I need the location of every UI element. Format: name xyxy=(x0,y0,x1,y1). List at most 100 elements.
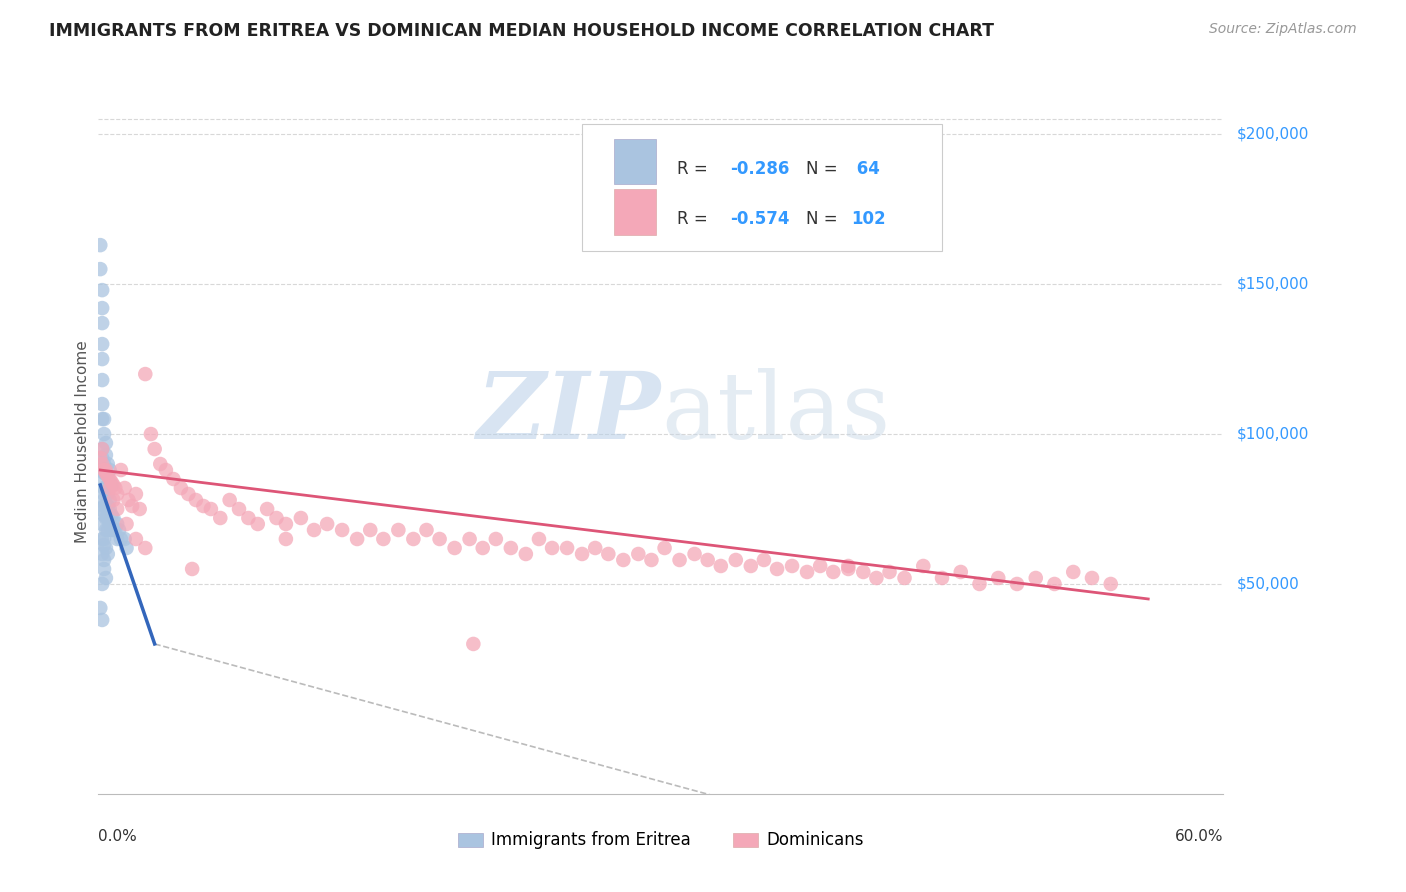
Point xyxy=(89,601,111,615)
Point xyxy=(91,301,114,315)
Point xyxy=(100,508,122,522)
Point xyxy=(402,532,425,546)
Text: IMMIGRANTS FROM ERITREA VS DOMINICAN MEDIAN HOUSEHOLD INCOME CORRELATION CHART: IMMIGRANTS FROM ERITREA VS DOMINICAN MED… xyxy=(49,22,994,40)
Point xyxy=(373,532,395,546)
Point xyxy=(89,262,111,277)
Point xyxy=(110,463,132,477)
Text: N =: N = xyxy=(806,211,842,228)
Text: 60.0%: 60.0% xyxy=(1175,830,1223,844)
Point xyxy=(91,316,114,330)
Point xyxy=(103,478,125,492)
Point xyxy=(97,523,120,537)
Point xyxy=(238,511,260,525)
Text: atlas: atlas xyxy=(661,368,890,458)
Point xyxy=(949,565,972,579)
Point xyxy=(93,466,115,480)
Point xyxy=(91,283,114,297)
Point xyxy=(100,523,122,537)
Point xyxy=(865,571,887,585)
Point xyxy=(654,541,676,555)
Point xyxy=(228,502,250,516)
Point xyxy=(1081,571,1104,585)
Point xyxy=(463,637,485,651)
Point xyxy=(541,541,564,555)
Point xyxy=(91,373,114,387)
Point xyxy=(121,499,143,513)
Text: $50,000: $50,000 xyxy=(1237,576,1301,591)
Point xyxy=(696,553,718,567)
Point xyxy=(93,499,115,513)
Point xyxy=(879,565,901,579)
Point xyxy=(94,499,117,513)
Point xyxy=(114,532,136,546)
Point xyxy=(91,450,114,465)
Point xyxy=(274,532,297,546)
Point xyxy=(91,352,114,367)
Point xyxy=(94,481,117,495)
Point xyxy=(94,466,117,480)
Point xyxy=(105,502,128,516)
Text: $200,000: $200,000 xyxy=(1237,127,1309,142)
Point xyxy=(181,562,204,576)
Text: Source: ZipAtlas.com: Source: ZipAtlas.com xyxy=(1209,22,1357,37)
Y-axis label: Median Household Income: Median Household Income xyxy=(75,340,90,543)
Point xyxy=(134,367,156,381)
Point xyxy=(1005,577,1028,591)
Point xyxy=(91,613,114,627)
Point xyxy=(100,475,122,489)
Point xyxy=(91,577,114,591)
Point xyxy=(93,487,115,501)
Text: N =: N = xyxy=(806,160,842,178)
Point xyxy=(97,499,120,513)
Point xyxy=(91,442,114,456)
Point xyxy=(104,523,127,537)
Point xyxy=(571,547,593,561)
Point xyxy=(115,541,138,555)
Text: -0.286: -0.286 xyxy=(731,160,790,178)
Point xyxy=(256,502,278,516)
Point xyxy=(103,523,125,537)
Point xyxy=(515,547,537,561)
Point xyxy=(94,463,117,477)
Point xyxy=(108,523,131,537)
Point xyxy=(115,516,138,531)
Point xyxy=(170,481,193,495)
Point xyxy=(485,532,508,546)
Point xyxy=(796,565,818,579)
Point xyxy=(912,559,935,574)
Point xyxy=(98,502,121,516)
Point xyxy=(162,472,184,486)
Point xyxy=(627,547,650,561)
Point xyxy=(98,481,121,495)
Point xyxy=(94,571,117,585)
Point xyxy=(683,547,706,561)
Point xyxy=(91,337,114,351)
Text: ZIP: ZIP xyxy=(477,368,661,458)
Text: -0.574: -0.574 xyxy=(731,211,790,228)
Point xyxy=(89,502,111,516)
Point xyxy=(98,472,121,486)
Text: 64: 64 xyxy=(851,160,880,178)
Point xyxy=(94,511,117,525)
Point xyxy=(117,493,139,508)
Point xyxy=(387,523,409,537)
Point xyxy=(94,541,117,555)
Point xyxy=(98,463,121,477)
Point xyxy=(97,469,120,483)
Point xyxy=(931,571,953,585)
Point xyxy=(93,493,115,508)
Point xyxy=(94,466,117,480)
Point xyxy=(134,541,156,555)
Point xyxy=(93,532,115,546)
Point xyxy=(458,532,481,546)
Point xyxy=(266,511,288,525)
Point xyxy=(330,523,353,537)
Point xyxy=(104,481,127,495)
Point xyxy=(93,463,115,477)
Point xyxy=(93,412,115,426)
Point xyxy=(97,547,120,561)
Point xyxy=(668,553,690,567)
Point xyxy=(91,397,114,411)
Point xyxy=(93,481,115,495)
Point xyxy=(429,532,451,546)
